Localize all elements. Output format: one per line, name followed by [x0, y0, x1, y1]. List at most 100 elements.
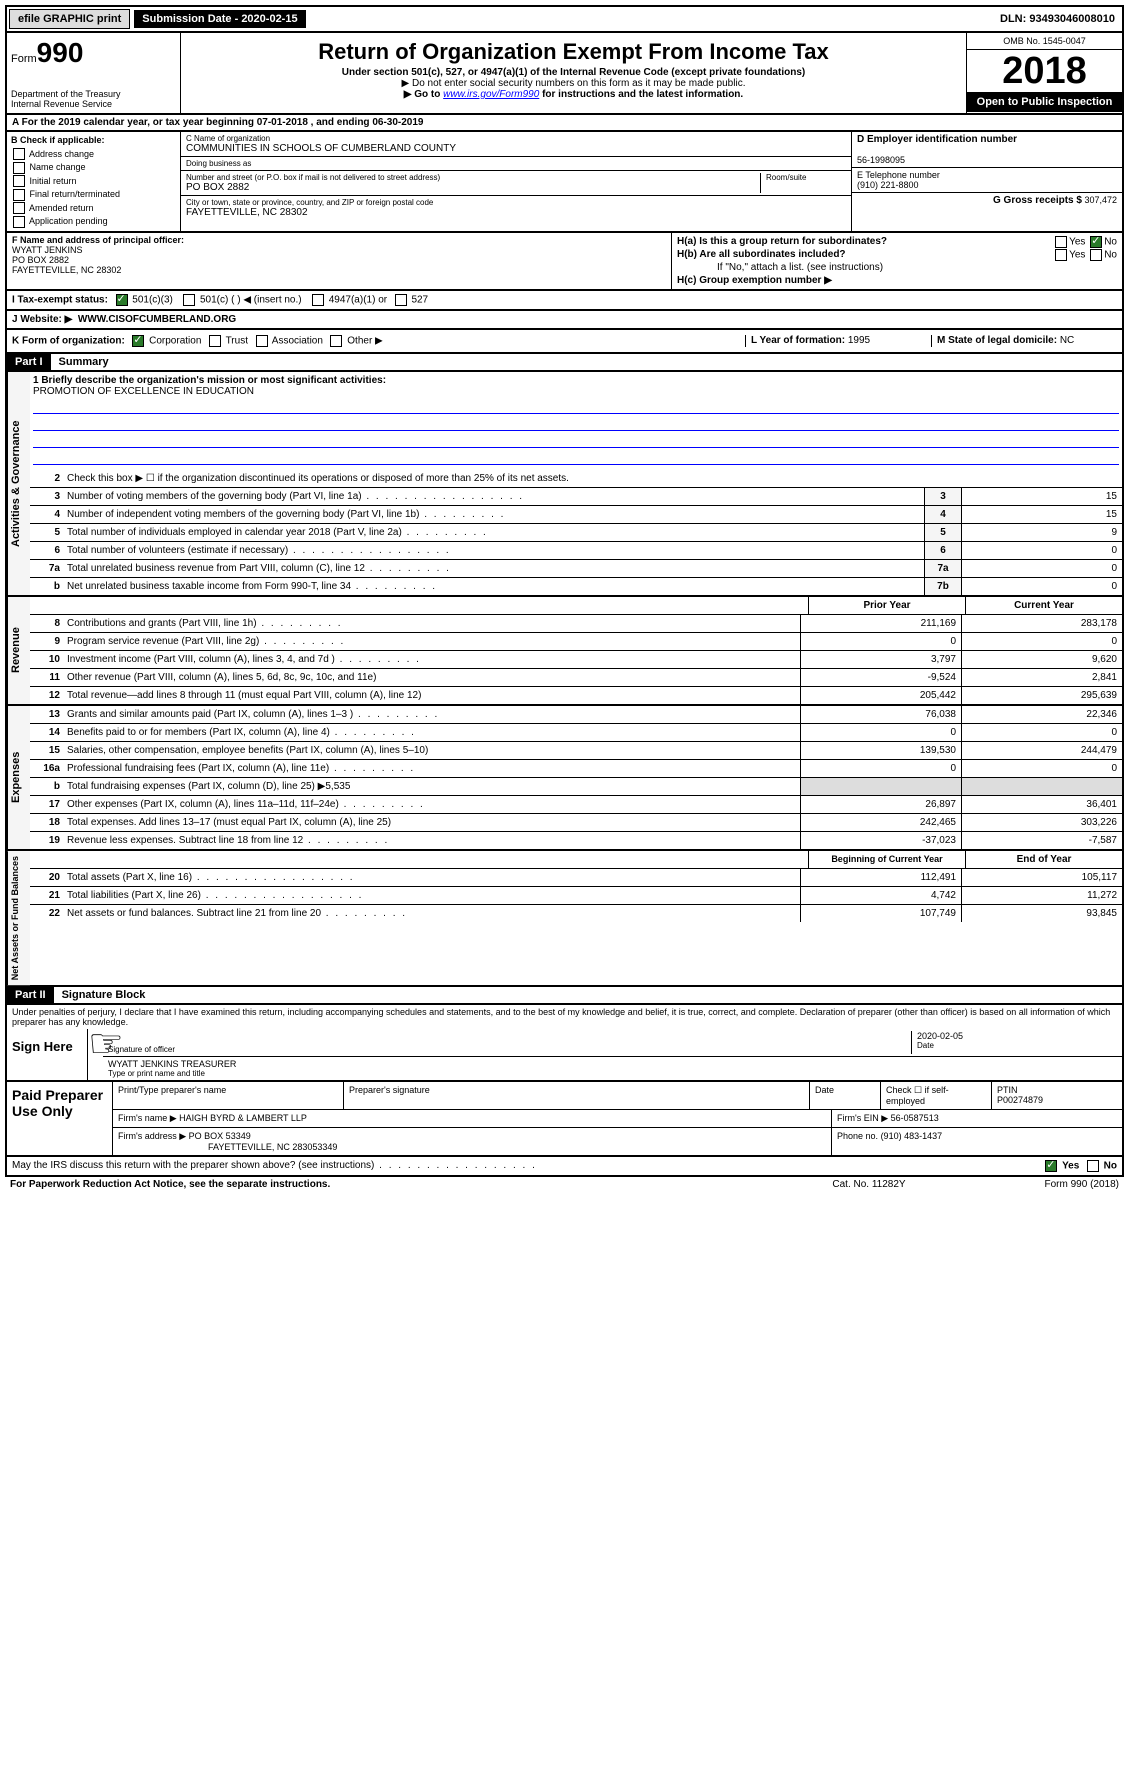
prior-year-header: Prior Year: [808, 597, 965, 614]
org-name: COMMUNITIES IN SCHOOLS OF CUMBERLAND COU…: [186, 143, 846, 154]
subtitle-2: ▶ Do not enter social security numbers o…: [185, 78, 962, 89]
line-21-prior: 4,742: [800, 887, 961, 904]
checkbox-final[interactable]: [13, 189, 25, 201]
sig-officer-label: Signature of officer: [108, 1045, 911, 1054]
cb-501c[interactable]: [183, 294, 195, 306]
line-4-value: 15: [961, 506, 1122, 523]
line-17-prior: 26,897: [800, 796, 961, 813]
discuss-row: May the IRS discuss this return with the…: [5, 1157, 1124, 1177]
hc-label: H(c) Group exemption number ▶: [677, 275, 832, 286]
line-16a-prior: 0: [800, 760, 961, 777]
state-label: M State of legal domicile:: [937, 335, 1057, 346]
year-formation: 1995: [848, 335, 870, 346]
website-label: J Website: ▶: [12, 314, 72, 325]
firm-addr-label: Firm's address ▶: [118, 1131, 186, 1141]
col-f: F Name and address of principal officer:…: [7, 233, 671, 289]
line-10-current: 9,620: [961, 651, 1122, 668]
phone: (910) 483-1437: [881, 1131, 943, 1141]
line-20-prior: 112,491: [800, 869, 961, 886]
col-b: B Check if applicable: Address change Na…: [7, 132, 181, 231]
line-3-value: 15: [961, 488, 1122, 505]
line-21-current: 11,272: [961, 887, 1122, 904]
checkbox-name[interactable]: [13, 162, 25, 174]
paperwork-notice: For Paperwork Reduction Act Notice, see …: [10, 1179, 769, 1190]
tel: (910) 221-8800: [857, 180, 919, 190]
addr: PO BOX 2882: [186, 182, 760, 193]
gross: 307,472: [1084, 195, 1117, 205]
irs-link[interactable]: www.irs.gov/Form990: [443, 89, 539, 100]
row-klm: K Form of organization: Corporation Trus…: [5, 330, 1124, 354]
cb-trust[interactable]: [209, 335, 221, 347]
revenue-section: Revenue Prior YearCurrent Year 8Contribu…: [5, 597, 1124, 706]
part-1-badge: Part I: [7, 354, 51, 370]
cb-corp[interactable]: [132, 335, 144, 347]
cat-no: Cat. No. 11282Y: [769, 1179, 969, 1190]
paid-prep-label: Paid Preparer Use Only: [7, 1082, 112, 1155]
hb-no[interactable]: [1090, 249, 1102, 261]
form-org-label: K Form of organization:: [12, 335, 125, 346]
line-5-value: 9: [961, 524, 1122, 541]
line-22-prior: 107,749: [800, 905, 961, 922]
efile-button[interactable]: efile GRAPHIC print: [9, 9, 130, 29]
cb-501c3[interactable]: [116, 294, 128, 306]
line-9-current: 0: [961, 633, 1122, 650]
submission-date: Submission Date - 2020-02-15: [134, 10, 305, 28]
officer-addr2: FAYETTEVILLE, NC 28302: [12, 265, 121, 275]
line-12-current: 295,639: [961, 687, 1122, 704]
goto-prefix: ▶ Go to: [404, 89, 443, 100]
col-d: D Employer identification number 56-1998…: [851, 132, 1122, 231]
org-name-label: C Name of organization: [186, 134, 846, 143]
tax-status-label: I Tax-exempt status:: [12, 294, 108, 305]
officer-addr1: PO BOX 2882: [12, 255, 69, 265]
hb-note: If "No," attach a list. (see instruction…: [677, 261, 1117, 274]
ptin-label: PTIN: [997, 1085, 1018, 1095]
begin-year-header: Beginning of Current Year: [808, 851, 965, 868]
paid-preparer-block: Paid Preparer Use Only Print/Type prepar…: [5, 1082, 1124, 1157]
gross-label: G Gross receipts $: [993, 195, 1082, 206]
cb-assoc[interactable]: [256, 335, 268, 347]
cb-4947[interactable]: [312, 294, 324, 306]
mission-label: 1 Briefly describe the organization's mi…: [33, 375, 386, 386]
ein: 56-1998095: [857, 155, 905, 165]
checkbox-address[interactable]: [13, 148, 25, 160]
line-11-current: 2,841: [961, 669, 1122, 686]
officer-label: F Name and address of principal officer:: [12, 235, 184, 245]
hb-yes[interactable]: [1055, 249, 1067, 261]
current-year-header: Current Year: [965, 597, 1122, 614]
cb-527[interactable]: [395, 294, 407, 306]
addr-label: Number and street (or P.O. box if mail i…: [186, 173, 760, 182]
form-prefix: Form: [11, 53, 37, 65]
section-fh: F Name and address of principal officer:…: [5, 231, 1124, 289]
ha-yes[interactable]: [1055, 236, 1067, 248]
ha-no[interactable]: [1090, 236, 1102, 248]
line-9-prior: 0: [800, 633, 961, 650]
line-22-current: 93,845: [961, 905, 1122, 922]
line-13-current: 22,346: [961, 706, 1122, 723]
penalties-text: Under penalties of perjury, I declare th…: [5, 1005, 1124, 1029]
open-public: Open to Public Inspection: [967, 92, 1122, 112]
line-15-current: 244,479: [961, 742, 1122, 759]
line-19-current: -7,587: [961, 832, 1122, 849]
line-13-prior: 76,038: [800, 706, 961, 723]
discuss-no[interactable]: [1087, 1160, 1099, 1172]
footer: For Paperwork Reduction Act Notice, see …: [5, 1177, 1124, 1192]
self-emp-label: Check ☐ if self-employed: [881, 1082, 992, 1109]
top-bar: efile GRAPHIC print Submission Date - 20…: [5, 5, 1124, 33]
line-14-prior: 0: [800, 724, 961, 741]
tax-year: 2018: [967, 50, 1122, 92]
line-7b-value: 0: [961, 578, 1122, 595]
subtitle-1: Under section 501(c), 527, or 4947(a)(1)…: [185, 67, 962, 78]
form-title: Return of Organization Exempt From Incom…: [185, 39, 962, 65]
form-footer: Form 990 (2018): [969, 1179, 1119, 1190]
checkbox-pending[interactable]: [13, 216, 25, 228]
cb-other[interactable]: [330, 335, 342, 347]
line-18-prior: 242,465: [800, 814, 961, 831]
mission-text: PROMOTION OF EXCELLENCE IN EDUCATION: [33, 386, 254, 397]
discuss-yes[interactable]: [1045, 1160, 1057, 1172]
line-14-current: 0: [961, 724, 1122, 741]
firm-addr2: FAYETTEVILLE, NC 283053349: [118, 1142, 337, 1152]
line-6-value: 0: [961, 542, 1122, 559]
checkbox-amended[interactable]: [13, 202, 25, 214]
expenses-section: Expenses 13Grants and similar amounts pa…: [5, 706, 1124, 851]
checkbox-initial[interactable]: [13, 175, 25, 187]
